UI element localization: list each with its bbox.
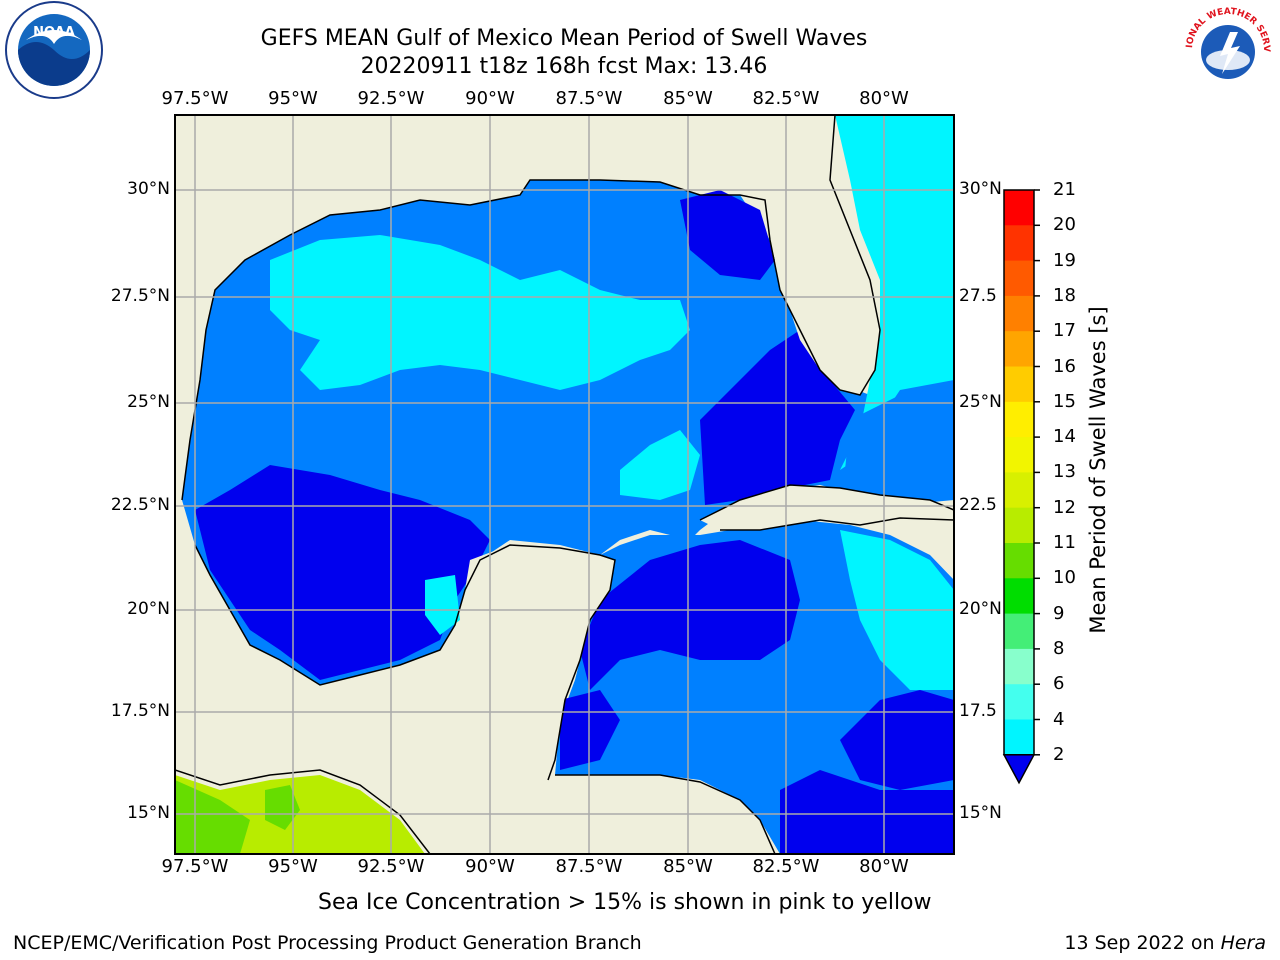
- longitude-label-top: 97.5°W: [161, 88, 229, 109]
- latitude-label-left: 20°N: [127, 599, 170, 619]
- florida-land: [760, 115, 880, 395]
- colorbar: [1002, 189, 1040, 785]
- colorbar-tick-label: 2: [1053, 743, 1065, 765]
- longitude-label-bottom: 92.5°W: [357, 856, 425, 877]
- latitude-label-left: 15°N: [127, 803, 170, 823]
- cyan-patch-east-atlantic: [835, 115, 954, 470]
- colorbar-tick-label: 15: [1053, 390, 1076, 412]
- longitude-label-top: 92.5°W: [357, 88, 425, 109]
- colorbar-tick-label: 21: [1053, 179, 1076, 200]
- longitude-label-bottom: 80°W: [859, 856, 909, 877]
- chart-title: GEFS MEAN Gulf of Mexico Mean Period of …: [260, 26, 868, 51]
- colorbar-tick-label: 8: [1053, 637, 1065, 659]
- colorbar-title: Mean Period of Swell Waves [s]: [1086, 306, 1110, 634]
- colorbar-segment: [1004, 543, 1034, 579]
- graticule: [175, 115, 954, 854]
- colorbar-segment: [1004, 648, 1034, 685]
- cyan-patch-north: [270, 235, 690, 390]
- colorbar-tick-label: 11: [1053, 532, 1076, 553]
- national-weather-service-logo: NATIONAL WEATHER SERVICE: [1178, 0, 1275, 97]
- longitude-label-bottom: 87.5°W: [555, 856, 623, 877]
- pacific-swell-green-2: [265, 785, 300, 830]
- deep-patch-caribbean: [580, 540, 800, 690]
- latitude-label-right: 17.5: [959, 701, 997, 721]
- latitude-label-left: 27.5°N: [110, 286, 170, 306]
- yucatan-land: [290, 545, 615, 854]
- colorbar-tick-label: 10: [1053, 567, 1076, 589]
- longitude-label-top: 85°W: [663, 88, 713, 109]
- colorbar-tick-label: 13: [1053, 461, 1076, 483]
- colorbar-segment: [1004, 437, 1034, 473]
- cyan-patch-small: [425, 575, 460, 635]
- latitude-label-left: 30°N: [127, 179, 170, 199]
- colorbar-tick-label: 20: [1053, 214, 1076, 236]
- colorbar-segment: [1004, 295, 1034, 332]
- deep-patch-east: [700, 330, 855, 505]
- colorbar-segment: [1004, 684, 1034, 720]
- noaa-logo-text: NOAA: [33, 25, 75, 40]
- latitude-label-left: 17.5°N: [110, 701, 170, 721]
- longitude-label-top: 87.5°W: [555, 88, 623, 109]
- footer-date-text: 13 Sep 2022 on: [1064, 932, 1221, 954]
- bahamas-sea: [845, 395, 954, 500]
- latitude-label-right: 20°N: [959, 599, 1002, 619]
- colorbar-segment: [1004, 401, 1034, 438]
- longitude-label-top: 82.5°W: [752, 88, 820, 109]
- colorbar-segment: [1004, 260, 1034, 297]
- colorbar-segment: [1004, 578, 1034, 615]
- latitude-label-right: 27.5: [959, 286, 997, 306]
- map-frame: [174, 114, 955, 855]
- colorbar-tick-label: 19: [1053, 249, 1076, 271]
- footer-host: Hera: [1220, 932, 1266, 954]
- colorbar-tick-label: 9: [1053, 602, 1065, 624]
- colorbar-segment: [1004, 613, 1034, 650]
- latitude-label-right: 22.5: [959, 495, 997, 515]
- colorbar-segment: [1004, 331, 1034, 367]
- cyan-patch-central: [620, 430, 700, 500]
- colorbar-extend-arrow: [1002, 754, 1036, 785]
- pacific-swell-green: [175, 780, 250, 854]
- footer-date: 13 Sep 2022 on Hera: [1064, 932, 1266, 954]
- latitude-label-right: 25°N: [959, 392, 1002, 412]
- chart-subtitle: 20220911 t18z 168h fcst Max: 13.46: [360, 54, 768, 79]
- longitude-label-bottom: 95°W: [268, 856, 318, 877]
- colorbar-tick-label: 6: [1053, 673, 1065, 695]
- longitude-label-bottom: 97.5°W: [161, 856, 229, 877]
- colorbar-segment: [1004, 719, 1034, 756]
- colorbar-tick-label: 12: [1053, 496, 1076, 518]
- longitude-label-bottom: 82.5°W: [752, 856, 820, 877]
- colorbar-tick-label: 16: [1053, 355, 1076, 377]
- colorbar-tick-label: 4: [1053, 708, 1065, 730]
- coastlines: [175, 115, 954, 854]
- latitude-label-right: 30°N: [959, 179, 1002, 199]
- longitude-label-top: 95°W: [268, 88, 318, 109]
- colorbar-segment: [1004, 225, 1034, 262]
- colorbar-segment: [1004, 472, 1034, 509]
- colorbar-segment: [1004, 507, 1034, 544]
- deep-patch-south: [780, 770, 954, 854]
- deep-patch-west: [195, 465, 490, 680]
- latitude-label-left: 22.5°N: [110, 495, 170, 515]
- deep-patch-se: [840, 690, 954, 790]
- colorbar-segment: [1004, 366, 1034, 403]
- colorbar-segment: [1004, 190, 1034, 226]
- noaa-logo: NOAA: [5, 1, 103, 99]
- deep-patch-yucatan: [560, 690, 620, 770]
- longitude-label-bottom: 90°W: [465, 856, 515, 877]
- longitude-label-top: 80°W: [859, 88, 909, 109]
- longitude-label-top: 90°W: [465, 88, 515, 109]
- colorbar-tick-label: 14: [1053, 426, 1076, 448]
- footer-credit: NCEP/EMC/Verification Post Processing Pr…: [13, 932, 642, 954]
- latitude-label-right: 15°N: [959, 803, 1002, 823]
- colorbar-tick-label: 18: [1053, 284, 1076, 306]
- latitude-label-left: 25°N: [127, 392, 170, 412]
- caption: Sea Ice Concentration > 15% is shown in …: [318, 890, 932, 915]
- colorbar-tick-label: 17: [1053, 320, 1076, 342]
- longitude-label-bottom: 85°W: [663, 856, 713, 877]
- deep-patch-ne: [680, 190, 775, 280]
